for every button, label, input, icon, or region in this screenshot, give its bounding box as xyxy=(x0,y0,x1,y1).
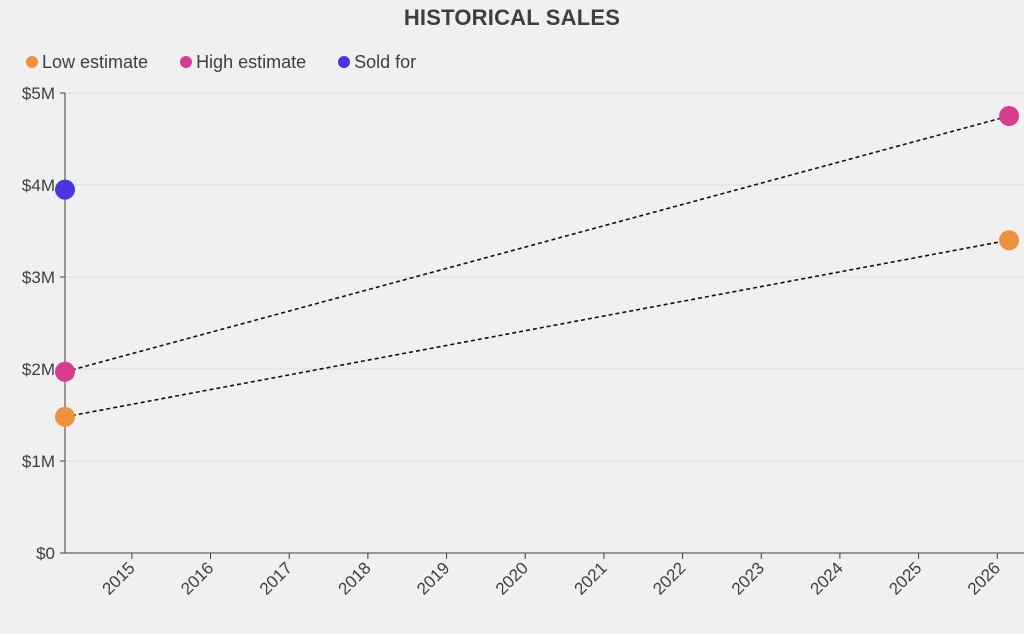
x-tick-label: 2023 xyxy=(728,558,768,598)
y-tick-label: $3M xyxy=(22,268,55,287)
trend-line xyxy=(64,115,1010,373)
x-tick-label: 2016 xyxy=(177,558,217,598)
x-tick-label: 2018 xyxy=(335,558,375,598)
x-tick-label: 2020 xyxy=(492,558,532,598)
low-estimate-point[interactable] xyxy=(55,406,75,427)
x-tick-label: 2024 xyxy=(807,558,847,598)
legend-label: Low estimate xyxy=(42,51,149,72)
high-estimate-point[interactable] xyxy=(55,361,75,382)
high-estimate-dot-icon xyxy=(180,56,193,68)
x-tick-label: 2017 xyxy=(256,558,296,598)
legend-label: Sold for xyxy=(354,51,417,72)
high-estimate-point[interactable] xyxy=(999,106,1020,126)
sold-for-dot-icon xyxy=(338,56,351,68)
x-tick-label: 2019 xyxy=(413,558,453,598)
legend-item-high-estimate[interactable]: High estimate xyxy=(180,52,306,73)
legend: Low estimate High estimate Sold for xyxy=(26,51,448,73)
legend-item-sold-for[interactable]: Sold for xyxy=(338,52,416,73)
legend-label: High estimate xyxy=(196,51,307,72)
x-tick-label: 2025 xyxy=(885,558,925,598)
chart-title: HISTORICAL SALES xyxy=(403,5,621,30)
low-estimate-point[interactable] xyxy=(999,230,1020,251)
legend-item-low-estimate[interactable]: Low estimate xyxy=(26,52,148,73)
y-tick-label: $5M xyxy=(22,84,55,103)
y-tick-label: $4M xyxy=(22,176,55,195)
x-tick-label: 2015 xyxy=(99,558,139,598)
trend-line xyxy=(64,239,1010,418)
y-tick-label: $1M xyxy=(22,452,55,471)
y-tick-label: $0 xyxy=(36,544,55,563)
sold-for-point[interactable] xyxy=(55,179,75,200)
x-tick-label: 2021 xyxy=(571,558,611,598)
x-tick-label: 2026 xyxy=(964,558,1004,598)
x-tick-label: 2022 xyxy=(649,558,689,598)
low-estimate-dot-icon xyxy=(26,56,38,68)
y-tick-label: $2M xyxy=(22,360,55,379)
